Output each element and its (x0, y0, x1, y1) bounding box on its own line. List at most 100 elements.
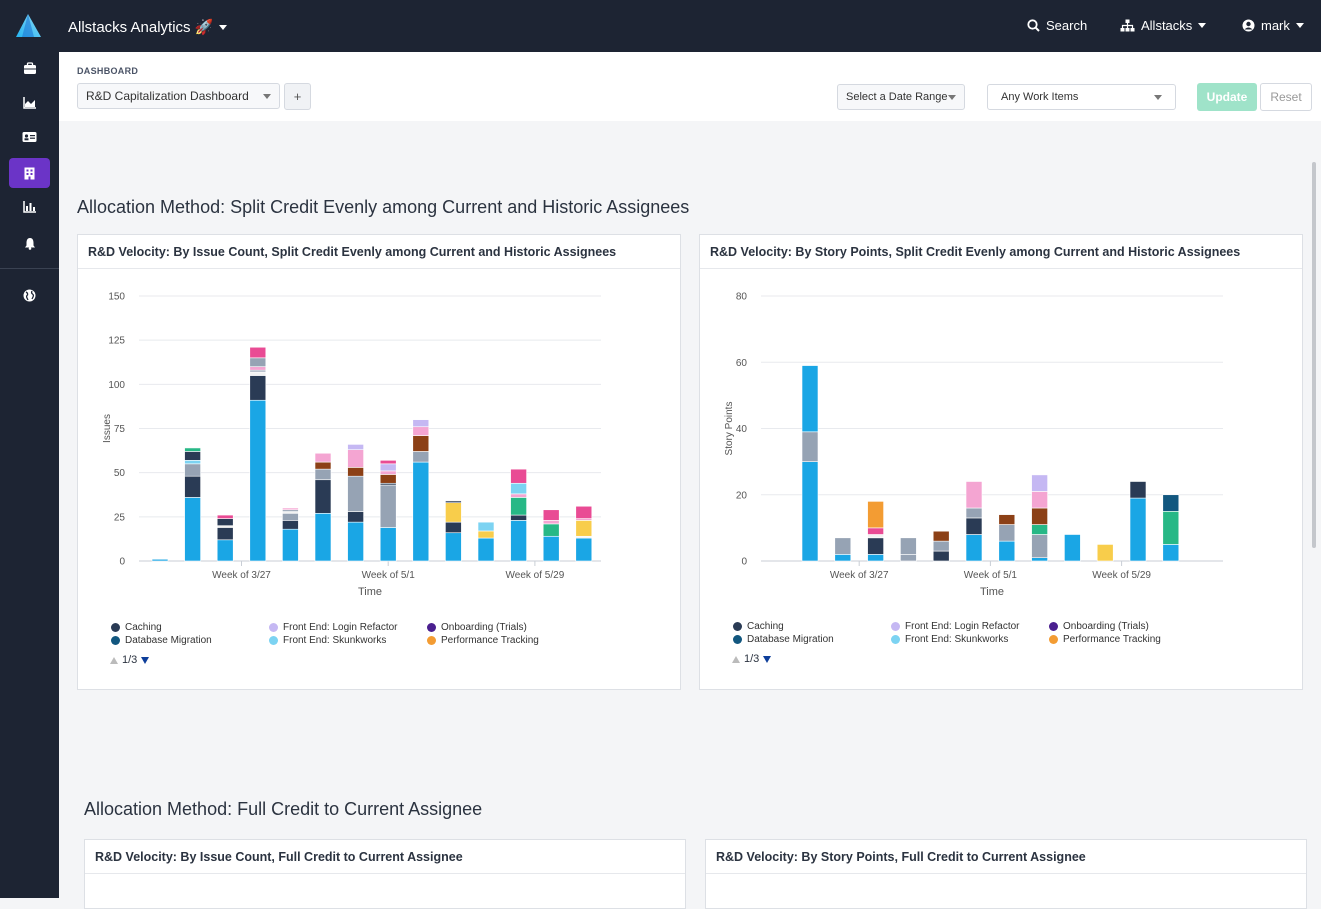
y-tick-label: 0 (741, 557, 747, 568)
bar-segment (1064, 534, 1081, 562)
legend-item[interactable]: Database Migration (733, 634, 834, 645)
bar-segment (216, 514, 234, 519)
bar-segment (542, 509, 560, 521)
bar-segment (379, 463, 397, 472)
dashboard-select-value: R&D Capitalization Dashboard (86, 89, 249, 103)
legend-item[interactable]: Front End: Skunkworks (891, 634, 1008, 645)
bar-segment (998, 524, 1016, 542)
y-tick-label: 40 (736, 424, 748, 435)
sidebar-item-briefcase[interactable] (9, 53, 50, 83)
legend-item[interactable]: Onboarding (Trials) (1049, 621, 1149, 632)
x-tick-label: Week of 3/27 (212, 570, 271, 581)
bar-segment (542, 520, 560, 525)
dashboard-controls: DASHBOARD R&D Capitalization Dashboard +… (59, 52, 1321, 121)
bar-segment (412, 451, 430, 463)
briefcase-icon (23, 61, 36, 74)
add-dashboard-button[interactable]: + (284, 83, 311, 110)
allstacks-logo[interactable] (15, 13, 43, 44)
bar-segment (867, 534, 884, 539)
bar-segment (347, 449, 364, 468)
app-title: Allstacks Analytics 🚀 (68, 19, 214, 36)
pager-next-icon[interactable] (141, 656, 150, 664)
pager-label: 1/3 (744, 653, 760, 665)
bar-segment (1031, 524, 1048, 535)
bar-segment (184, 451, 201, 461)
legend-item[interactable]: Front End: Skunkworks (269, 635, 386, 646)
search-button[interactable]: Search (1027, 18, 1087, 33)
section-title: Allocation Method: Split Credit Evenly a… (77, 197, 690, 217)
pager-prev-icon[interactable] (110, 656, 118, 664)
bar-segment (412, 461, 430, 562)
bar-segment (867, 554, 884, 562)
bar-segment (282, 513, 299, 521)
pager-prev-icon[interactable] (732, 655, 740, 663)
legend-item[interactable]: Performance Tracking (1049, 634, 1161, 645)
bar-segment (347, 444, 364, 450)
legend-item[interactable]: Performance Tracking (427, 635, 539, 646)
chart-title: R&D Velocity: By Story Points, Full Cred… (706, 840, 1306, 874)
date-range-value: Select a Date Range (846, 91, 948, 103)
legend-label: Caching (125, 622, 162, 633)
bar-segment (445, 532, 462, 562)
legend-item[interactable]: Caching (733, 621, 784, 632)
bar-segment (510, 493, 527, 498)
page-scrollbar[interactable] (1312, 162, 1316, 548)
bar-segment (445, 500, 462, 504)
y-tick-label: 50 (114, 468, 126, 479)
bar-segment (965, 534, 983, 562)
bar-segment (867, 527, 884, 535)
legend-pager: 1/3 (110, 654, 150, 666)
sidebar-item-building[interactable] (9, 158, 50, 188)
bar-segment (184, 460, 201, 465)
reset-button[interactable]: Reset (1260, 83, 1312, 111)
user-circle-icon (1242, 19, 1255, 32)
legend-item[interactable]: Front End: Login Refactor (269, 622, 398, 633)
sidebar-item-globe[interactable] (9, 280, 50, 310)
legend-dot (111, 623, 120, 632)
sidebar-item-area-chart[interactable] (9, 88, 50, 118)
legend-dot (269, 623, 278, 632)
bar-segment (834, 537, 852, 555)
x-tick-label: Week of 3/27 (830, 570, 889, 581)
app-switcher[interactable]: Allstacks Analytics 🚀 (68, 18, 228, 36)
y-tick-label: 100 (108, 380, 125, 391)
legend-dot (1049, 635, 1058, 644)
sidebar (0, 0, 59, 898)
bar-segment (575, 505, 593, 519)
chart-card-issue-count: R&D Velocity: By Issue Count, Split Cred… (77, 234, 681, 690)
bar-segment (867, 501, 884, 529)
sidebar-item-bell[interactable] (9, 228, 50, 258)
sidebar-item-bar-chart[interactable] (9, 192, 50, 222)
y-tick-label: 75 (114, 424, 126, 435)
pager-next-icon[interactable] (763, 655, 772, 663)
legend-dot (427, 623, 436, 632)
update-button[interactable]: Update (1197, 83, 1257, 111)
bar-segment (379, 460, 397, 465)
bell-icon (24, 237, 35, 250)
user-menu[interactable]: mark (1242, 18, 1304, 33)
sidebar-item-id-card[interactable] (9, 122, 50, 152)
x-axis-label: Time (980, 586, 1004, 598)
legend-dot (891, 635, 900, 644)
date-range-select[interactable]: Select a Date Range (837, 84, 965, 110)
y-tick-label: 20 (736, 490, 748, 501)
legend-item[interactable]: Onboarding (Trials) (427, 622, 527, 633)
chart-card-story-points: R&D Velocity: By Story Points, Split Cre… (699, 234, 1303, 690)
sidebar-divider (0, 268, 59, 269)
legend-item[interactable]: Caching (111, 622, 162, 633)
bar-segment (314, 461, 332, 470)
bar-segment (184, 447, 201, 452)
bar-segment (965, 517, 983, 535)
org-switcher[interactable]: Allstacks (1120, 18, 1207, 33)
work-items-select[interactable]: Any Work Items (987, 84, 1176, 110)
legend-item[interactable]: Database Migration (111, 635, 212, 646)
bar-segment (542, 535, 560, 562)
x-tick-label: Week of 5/29 (506, 570, 565, 581)
bar-segment (867, 537, 884, 555)
bar-segment (1031, 507, 1048, 525)
legend-item[interactable]: Front End: Login Refactor (891, 621, 1020, 632)
chart-legend: Caching Database Migration Front End: Lo… (733, 620, 1233, 645)
bar-segment (801, 461, 819, 562)
dashboard-select[interactable]: R&D Capitalization Dashboard (77, 83, 280, 109)
bar-segment (1129, 497, 1147, 562)
